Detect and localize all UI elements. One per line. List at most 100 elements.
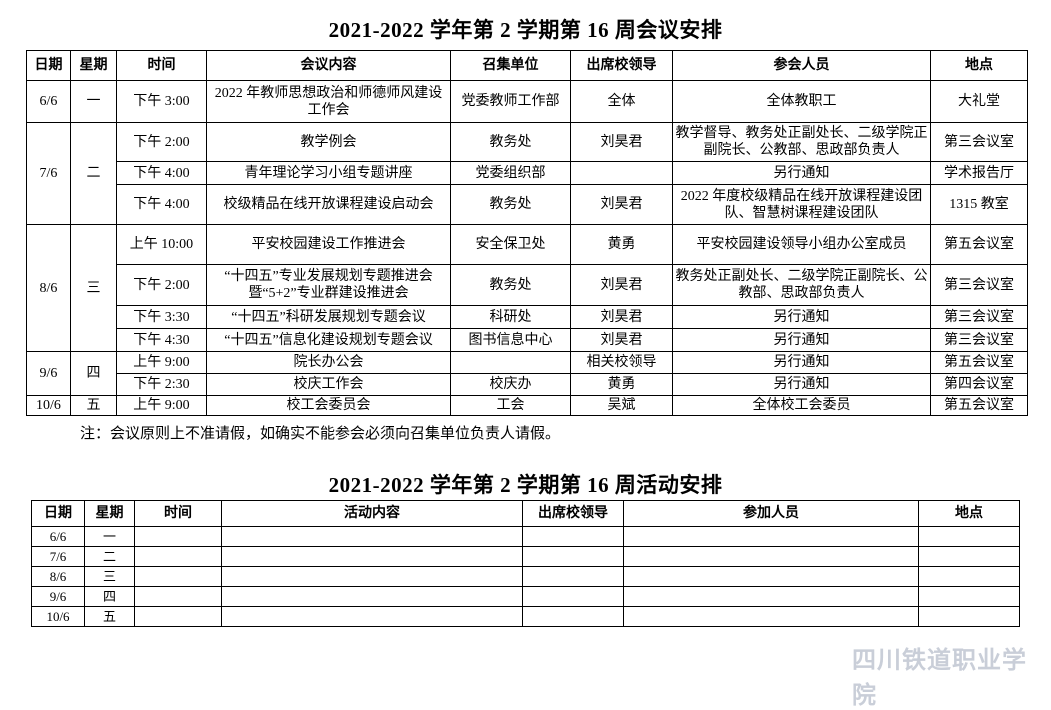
column-header: 时间 bbox=[134, 500, 222, 527]
weekday-cell: 一 bbox=[70, 80, 117, 123]
meeting-row: 下午 4:00 校级精品在线开放课程建设启动会 教务处 刘昊君 2022 年度校级精品在… bbox=[27, 184, 1028, 225]
location-cell: 第五会议室 bbox=[930, 224, 1028, 265]
leader-cell bbox=[522, 546, 624, 567]
meeting-row: 7/6 二下午 2:00 教学例会 教务处 刘昊君 教学督导、教务处正副处长、二级学院正副… bbox=[26, 122, 1028, 225]
attendees-cell bbox=[623, 526, 919, 547]
weekday-cell: 五 bbox=[70, 395, 117, 416]
date-cell: 7/6 bbox=[31, 546, 85, 567]
location-cell: 第三会议室 bbox=[930, 122, 1028, 162]
attendees-cell: 另行通知 bbox=[672, 161, 931, 185]
time-cell: 上午 10:00 bbox=[116, 224, 207, 265]
attendees-cell: 2022 年度校级精品在线开放课程建设团队、智慧树课程建设团队 bbox=[672, 184, 931, 225]
meeting-row: 9/6 四上午 9:00 院长办公会 相关校领导 另行通知 第五会议室 bbox=[26, 351, 1028, 396]
time-cell: 下午 3:00 bbox=[116, 80, 207, 123]
meeting-row: 6/6 一下午 3:00 2022 年教师思想政治和师德师风建设工作会 党委教师工作部… bbox=[26, 80, 1028, 123]
leader-cell: 刘昊君 bbox=[570, 122, 673, 162]
leader-cell: 吴斌 bbox=[570, 395, 673, 416]
attendees-cell bbox=[623, 606, 919, 627]
weekday-cell: 四 bbox=[84, 586, 135, 607]
content-cell: 教学例会 bbox=[206, 122, 451, 162]
location-cell: 第三会议室 bbox=[930, 305, 1028, 329]
location-cell: 第五会议室 bbox=[930, 351, 1028, 374]
meeting-note: 注：会议原则上不准请假，如确实不能参会必须向召集单位负责人请假。 bbox=[80, 426, 561, 442]
location-cell: 第三会议室 bbox=[930, 328, 1028, 352]
column-header: 活动内容 bbox=[221, 500, 523, 527]
attendees-cell: 另行通知 bbox=[672, 328, 931, 352]
time-cell bbox=[134, 526, 222, 547]
weekday-cell: 二 bbox=[84, 546, 135, 567]
content-cell: “十四五”信息化建设规划专题会议 bbox=[206, 328, 451, 352]
weekday-cell: 四 bbox=[70, 351, 117, 396]
activity-title: 2021-2022 学年第 2 学期第 16 周活动安排 bbox=[328, 473, 723, 497]
leader-cell: 相关校领导 bbox=[570, 351, 673, 374]
column-header: 参会人员 bbox=[672, 50, 931, 81]
location-cell: 第三会议室 bbox=[930, 264, 1028, 306]
content-cell bbox=[221, 566, 523, 587]
leader-cell: 刘昊君 bbox=[570, 264, 673, 306]
leader-cell: 刘昊君 bbox=[570, 328, 673, 352]
convener-cell: 校庆办 bbox=[450, 373, 571, 396]
weekday-cell: 三 bbox=[84, 566, 135, 587]
content-cell bbox=[221, 546, 523, 567]
activity-row: 7/6 二 bbox=[31, 546, 1020, 567]
column-header: 地点 bbox=[930, 50, 1028, 81]
date-cell: 9/6 bbox=[26, 351, 71, 396]
attendees-cell: 全体校工会委员 bbox=[672, 395, 931, 416]
content-cell: 平安校园建设工作推进会 bbox=[206, 224, 451, 265]
meeting-row: 下午 3:30 “十四五”科研发展规划专题会议 科研处 刘昊君 另行通知 第三会议室 bbox=[27, 305, 1028, 329]
content-cell bbox=[221, 526, 523, 547]
convener-cell: 教务处 bbox=[450, 122, 571, 162]
leader-cell: 黄勇 bbox=[570, 224, 673, 265]
meeting-row: 下午 4:00 青年理论学习小组专题讲座 党委组织部 另行通知 学术报告厅 bbox=[27, 161, 1028, 185]
location-cell bbox=[918, 526, 1020, 547]
weekday-cell: 五 bbox=[84, 606, 135, 627]
content-cell: 校工会委员会 bbox=[206, 395, 451, 416]
location-cell: 第五会议室 bbox=[930, 395, 1028, 416]
weekday-cell: 三 bbox=[70, 224, 117, 352]
column-header: 出席校领导 bbox=[570, 50, 673, 81]
school-watermark-logo: 四川铁道职业学院 bbox=[852, 646, 1027, 709]
leader-cell bbox=[522, 566, 624, 587]
meeting-row: 8/6 三上午 10:00 平安校园建设工作推进会 安全保卫处 黄勇 平安校园建设领导小组… bbox=[26, 224, 1028, 352]
column-header: 参加人员 bbox=[623, 500, 919, 527]
time-cell bbox=[134, 606, 222, 627]
convener-cell: 科研处 bbox=[450, 305, 571, 329]
content-cell: 校级精品在线开放课程建设启动会 bbox=[206, 184, 451, 225]
convener-cell: 图书信息中心 bbox=[450, 328, 571, 352]
time-cell bbox=[134, 566, 222, 587]
time-cell: 上午 9:00 bbox=[116, 351, 207, 374]
time-cell: 下午 2:30 bbox=[116, 373, 207, 396]
leader-cell bbox=[570, 161, 673, 185]
column-header: 召集单位 bbox=[450, 50, 571, 81]
location-cell bbox=[918, 546, 1020, 567]
attendees-cell: 平安校园建设领导小组办公室成员 bbox=[672, 224, 931, 265]
date-cell: 10/6 bbox=[26, 395, 71, 416]
content-cell: “十四五”专业发展规划专题推进会暨“5+2”专业群建设推进会 bbox=[206, 264, 451, 306]
content-cell bbox=[221, 586, 523, 607]
location-cell bbox=[918, 586, 1020, 607]
meeting-table: 日期 星期 时间 会议内容 召集单位 出席校领导 参会人员 地点 6/6 一下午 3:00 202… bbox=[26, 50, 1028, 416]
meeting-title: 2021-2022 学年第 2 学期第 16 周会议安排 bbox=[328, 18, 723, 42]
meeting-header-row: 日期 星期 时间 会议内容 召集单位 出席校领导 参会人员 地点 bbox=[26, 50, 1028, 81]
location-cell: 大礼堂 bbox=[930, 80, 1028, 123]
column-header: 星期 bbox=[84, 500, 135, 527]
date-cell: 8/6 bbox=[26, 224, 71, 352]
column-header: 日期 bbox=[26, 50, 71, 81]
leader-cell: 黄勇 bbox=[570, 373, 673, 396]
convener-cell: 工会 bbox=[450, 395, 571, 416]
time-cell: 下午 4:00 bbox=[116, 184, 207, 225]
convener-cell: 党委教师工作部 bbox=[450, 80, 571, 123]
content-cell: 校庆工作会 bbox=[206, 373, 451, 396]
date-cell: 8/6 bbox=[31, 566, 85, 587]
leader-cell: 刘昊君 bbox=[570, 305, 673, 329]
location-cell bbox=[918, 606, 1020, 627]
convener-cell: 教务处 bbox=[450, 264, 571, 306]
time-cell: 下午 4:30 bbox=[116, 328, 207, 352]
attendees-cell bbox=[623, 566, 919, 587]
location-cell bbox=[918, 566, 1020, 587]
attendees-cell: 另行通知 bbox=[672, 305, 931, 329]
content-cell: “十四五”科研发展规划专题会议 bbox=[206, 305, 451, 329]
convener-cell: 安全保卫处 bbox=[450, 224, 571, 265]
content-cell: 青年理论学习小组专题讲座 bbox=[206, 161, 451, 185]
activity-table: 日期 星期 时间 活动内容 出席校领导 参加人员 地点 6/6 一 7/6 二 8/6 三 9/6 四 10… bbox=[31, 500, 1020, 627]
